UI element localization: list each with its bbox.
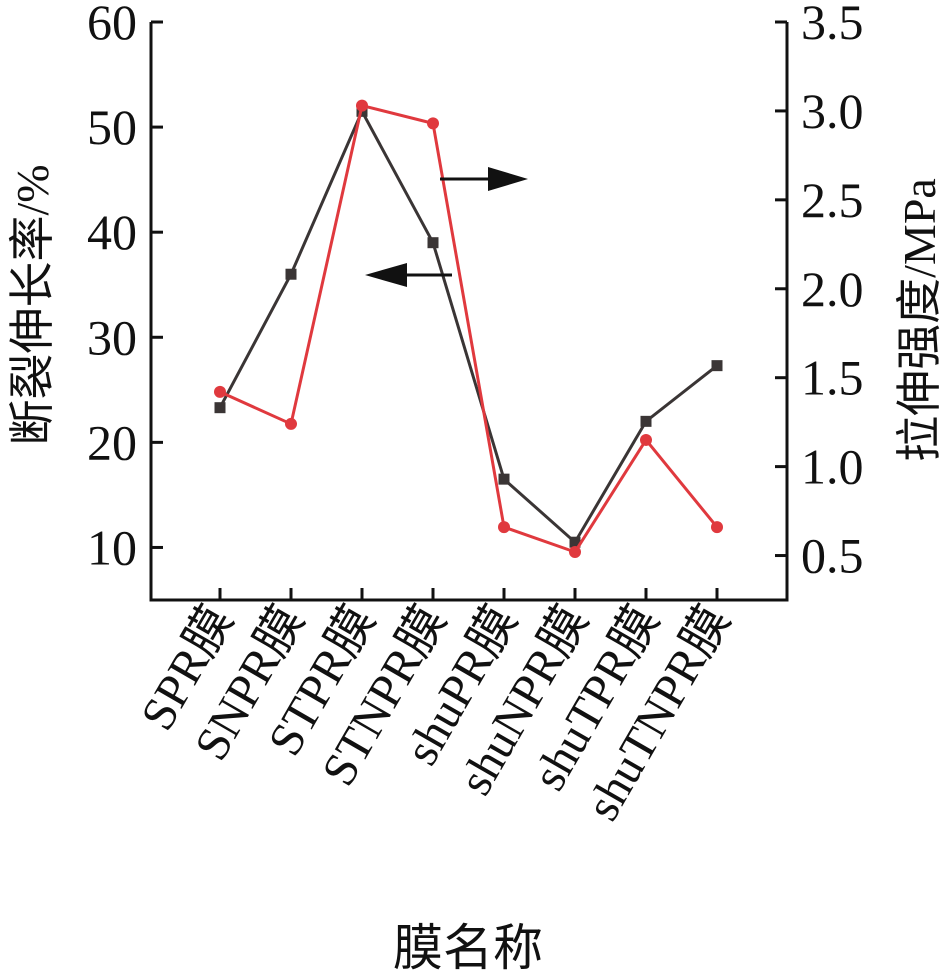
right-tick-label: 2.5	[801, 172, 864, 228]
tensile-strength-line	[219, 103, 719, 554]
tensile-strength-point	[427, 117, 439, 130]
right-arrow-head	[488, 167, 528, 191]
elongation-point	[285, 268, 297, 280]
right-tick-label: 3.5	[801, 0, 864, 50]
tensile-strength-point	[498, 521, 510, 534]
left-tick-label: 40	[87, 204, 137, 260]
tensile-strength-point	[640, 433, 652, 446]
x-axis-ticks: SPR膜SNPR膜STPR膜STNPR膜shuPR膜shuNPR膜shuTPR膜…	[131, 588, 741, 829]
elongation-point	[640, 415, 652, 427]
tensile-strength-point	[711, 521, 723, 534]
series-layer	[214, 99, 723, 558]
annotation-layer	[365, 167, 528, 287]
plot-frame	[149, 22, 789, 602]
right-tick-label: 3.0	[801, 83, 864, 139]
right-axis-label: 拉伸强度/MPa	[894, 178, 945, 462]
elongation-point	[214, 402, 226, 414]
elongation-point	[498, 473, 510, 485]
right-axis-ticks: 0.5 1.0 1.5 2.0 2.5 3.0 3.5	[775, 0, 864, 584]
tensile-strength-point	[214, 385, 226, 398]
elongation-line	[218, 107, 718, 545]
tensile-strength-point	[356, 99, 368, 112]
left-tick-label: 60	[87, 0, 137, 50]
right-tick-label: 1.5	[801, 350, 864, 406]
elongation-point	[711, 360, 723, 372]
elongation-point	[569, 536, 581, 548]
right-tick-label: 2.0	[801, 261, 864, 317]
axis-frame	[149, 22, 789, 602]
left-tick-label: 50	[87, 99, 137, 155]
left-tick-label: 20	[87, 414, 137, 470]
x-axis-label: 膜名称	[393, 920, 543, 976]
left-axis-ticks: 10 20 30 40 50 60	[87, 0, 163, 575]
right-tick-label: 1.0	[801, 439, 864, 495]
right-tick-label: 0.5	[801, 528, 864, 584]
left-tick-label: 30	[87, 309, 137, 365]
tensile-strength-point	[285, 417, 297, 430]
left-axis-label: 断裂伸长率/%	[7, 164, 58, 445]
tensile-strength-point	[569, 545, 581, 558]
left-arrow-head	[365, 263, 407, 287]
left-tick-label: 10	[87, 519, 137, 575]
elongation-point	[427, 237, 439, 249]
